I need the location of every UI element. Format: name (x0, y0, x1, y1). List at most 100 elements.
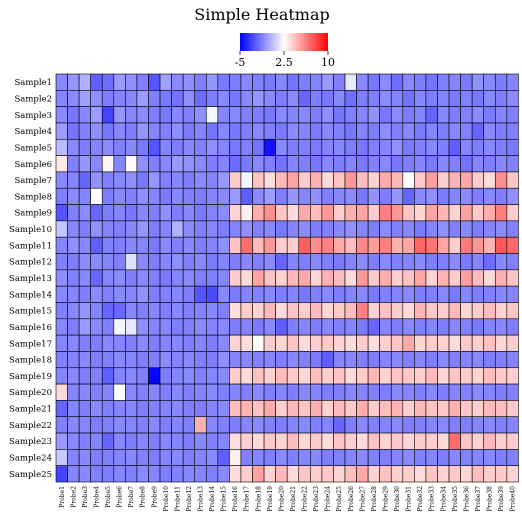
heatmap-cell (414, 302, 427, 320)
heatmap-cell (333, 449, 346, 466)
heatmap-cell (113, 73, 126, 91)
heatmap-cell (333, 416, 346, 434)
heatmap-cell (252, 122, 265, 140)
heatmap-cell (298, 285, 311, 303)
row-label: Sample9 (14, 209, 52, 219)
heatmap-cell (390, 269, 404, 287)
heatmap-cell (182, 220, 196, 238)
heatmap-cell (494, 187, 508, 205)
heatmap-cell (217, 285, 230, 303)
heatmap-cell (275, 302, 288, 320)
heatmap-cell (182, 285, 196, 303)
heatmap-cell (333, 383, 346, 401)
column-label: Probe27 (359, 486, 366, 512)
heatmap-cell (182, 122, 196, 140)
heatmap-cell (125, 383, 138, 401)
heatmap-cell (483, 204, 496, 222)
heatmap-cell (333, 318, 346, 336)
heatmap-cell (78, 236, 91, 254)
heatmap-cell (78, 138, 91, 156)
heatmap-cell (113, 302, 126, 320)
row-label: Sample1 (14, 78, 52, 88)
colorbar-tick-label: 10 (321, 56, 335, 69)
heatmap-cell (390, 122, 404, 140)
heatmap-cell (55, 204, 68, 222)
heatmap-cell (148, 269, 161, 287)
heatmap-cell (402, 122, 415, 140)
heatmap-cell (367, 285, 380, 303)
heatmap-cell (136, 383, 149, 401)
heatmap-cell (148, 318, 161, 336)
heatmap-cell (356, 400, 369, 418)
heatmap-cell (471, 465, 485, 483)
heatmap-cell (229, 138, 242, 156)
heatmap-cell (252, 367, 265, 385)
heatmap-cell (448, 220, 461, 238)
heatmap-cell (494, 432, 508, 450)
heatmap-cell (90, 187, 103, 205)
heatmap-cell (252, 220, 265, 238)
row-label: Sample14 (9, 290, 52, 300)
heatmap-cell (136, 285, 149, 303)
heatmap-cell (506, 90, 519, 107)
heatmap-cell (333, 90, 346, 107)
heatmap-cell (90, 400, 103, 418)
heatmap-cell (321, 449, 334, 466)
heatmap-cell (90, 236, 103, 254)
heatmap-cell (205, 122, 219, 140)
heatmap-cell (240, 106, 253, 124)
heatmap-cell (67, 90, 80, 107)
heatmap-cell (460, 318, 473, 336)
heatmap-cell (113, 155, 126, 173)
heatmap-cell (379, 269, 392, 287)
heatmap-cell (390, 236, 404, 254)
heatmap-cell (460, 367, 473, 385)
heatmap-cell (414, 351, 427, 369)
heatmap-cell (344, 449, 357, 466)
heatmap-cell (252, 416, 265, 434)
heatmap-cell (90, 138, 103, 156)
heatmap-cell (55, 90, 68, 107)
column-label: Probe9 (151, 486, 158, 508)
heatmap-cell (182, 73, 196, 91)
heatmap-cell (471, 90, 485, 107)
heatmap-cell (333, 351, 346, 369)
heatmap-cell (367, 138, 380, 156)
heatmap-cell (252, 285, 265, 303)
heatmap-cell (229, 449, 242, 466)
heatmap-cell (67, 285, 80, 303)
heatmap-cell (390, 432, 404, 450)
heatmap-cell (125, 171, 138, 189)
heatmap-cell (356, 285, 369, 303)
heatmap-cell (425, 73, 438, 91)
heatmap-cell (506, 318, 519, 336)
heatmap-cell (275, 90, 288, 107)
heatmap-cell (275, 236, 288, 254)
heatmap-cell (390, 351, 404, 369)
heatmap-cell (229, 106, 242, 124)
heatmap-cell (506, 334, 519, 352)
heatmap-cell (194, 122, 207, 140)
heatmap-cell (263, 155, 276, 173)
heatmap-cell (310, 416, 323, 434)
heatmap-cell (55, 253, 68, 271)
heatmap-cell (483, 302, 496, 320)
heatmap-cell (437, 432, 450, 450)
heatmap-cell (171, 302, 184, 320)
heatmap-cell (437, 171, 450, 189)
heatmap-cell (125, 465, 138, 483)
heatmap-cell (113, 171, 126, 189)
heatmap-cell (263, 302, 276, 320)
heatmap-cell (275, 155, 288, 173)
heatmap-cell (171, 285, 184, 303)
heatmap-cell (286, 122, 300, 140)
heatmap-cell (240, 367, 253, 385)
heatmap-cell (171, 204, 184, 222)
heatmap-cell (414, 269, 427, 287)
column-label: Probe20 (278, 486, 285, 512)
heatmap-cell (275, 73, 288, 91)
heatmap-cell (275, 400, 288, 418)
heatmap-cell (494, 318, 508, 336)
heatmap-cell (136, 90, 149, 107)
heatmap-cell (194, 155, 207, 173)
